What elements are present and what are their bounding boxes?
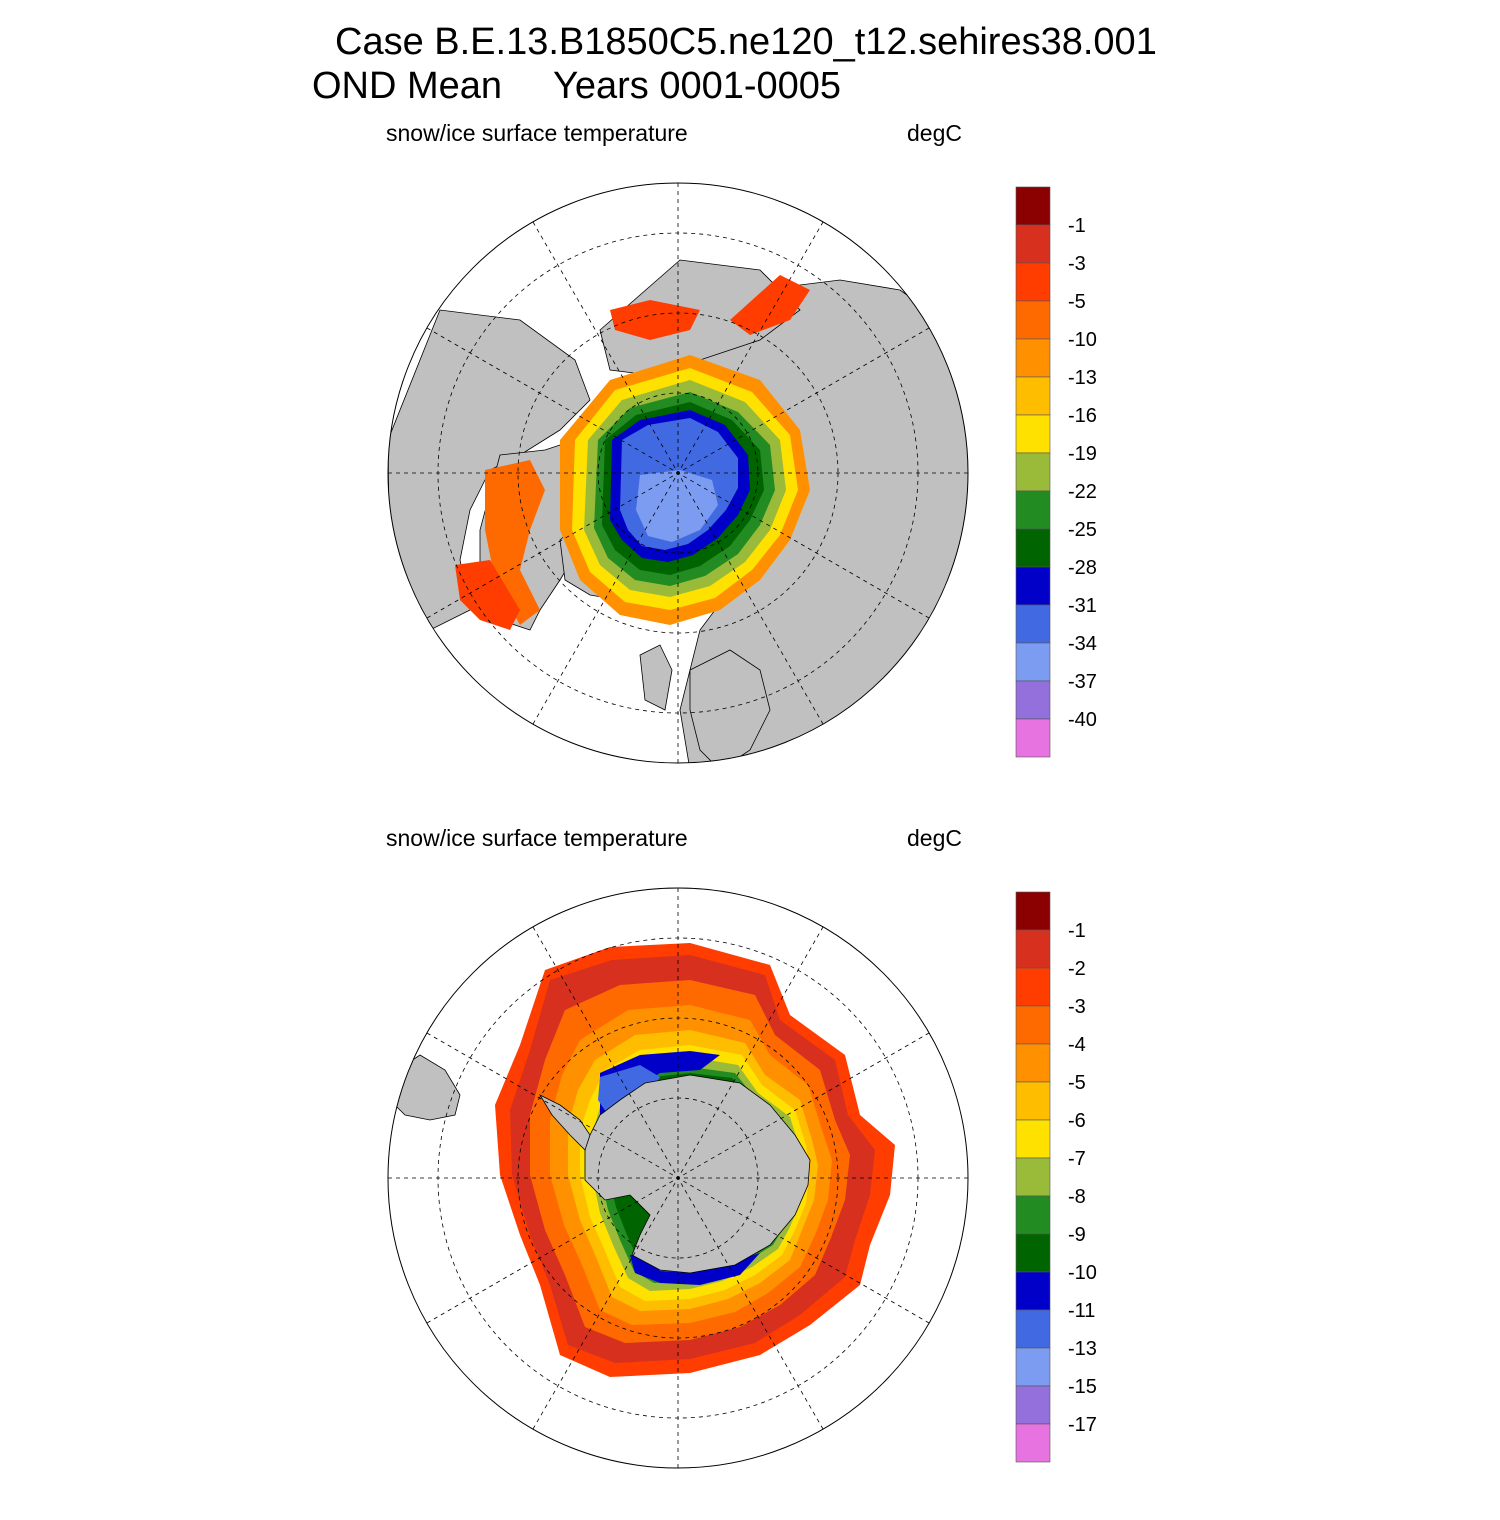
south-colorbar-box [1015,1157,1051,1197]
north-ice-core-lightblue [636,470,718,542]
north-colorbar-box [1015,414,1051,454]
south-colorbar-box [1015,1233,1051,1273]
north-colorbar-box [1015,338,1051,378]
north-colorbar-label: -28 [1068,557,1097,579]
north-units-label: degC [907,120,962,146]
south-colorbar-box [1015,1119,1051,1159]
south-colorbar-label: -11 [1068,1300,1095,1322]
antarctica-land [584,1074,811,1274]
south-map-panel: snow/ice surface temperature degC [0,815,1500,1520]
south-colorbar-box [1015,1385,1051,1425]
north-colorbar-label: -3 [1068,253,1086,275]
south-colorbar-label: -2 [1068,958,1086,980]
south-colorbar-label: -7 [1068,1148,1086,1170]
north-ice-okhotsk [610,300,700,340]
north-colorbar-label: -19 [1068,443,1097,465]
north-ice-baffin-red [455,560,520,630]
north-colorbar-boxes [1015,186,1051,758]
north-colorbar-label: -10 [1068,329,1097,351]
south-colorbar-label: -8 [1068,1186,1086,1208]
north-map-svg: -1 -3 -5 -10 -13 -16 -19 -22 -25 -28 -31 -34 -37 -40 [387,182,1097,764]
south-colorbar-box [1015,891,1051,931]
north-colorbar-box [1015,186,1051,226]
south-colorbar-boxes [1015,891,1051,1463]
north-colorbar-label: -22 [1068,481,1097,503]
main-title-years: Years 0001-0005 [553,65,842,107]
scandinavia-land [689,649,771,763]
south-colorbar-box [1015,1271,1051,1311]
north-colorbar-labels: -1 -3 -5 -10 -13 -16 -19 -22 -25 -28 -31 -34 -37 -40 [1068,215,1097,731]
north-colorbar-box [1015,490,1051,530]
north-colorbar-label: -25 [1068,519,1097,541]
south-units-label: degC [907,825,962,851]
north-colorbar-box [1015,300,1051,340]
north-colorbar-box [1015,224,1051,264]
south-colorbar-label: -13 [1068,1338,1097,1360]
siberia-land [599,259,801,376]
north-colorbar-box [1015,604,1051,644]
south-colorbar-label: -1 [1068,920,1086,942]
south-colorbar-box [1015,1005,1051,1045]
north-meridian-150 [532,221,824,725]
main-title-season: OND Mean [312,65,503,107]
north-colorbar-box [1015,452,1051,492]
north-colorbar-box [1015,566,1051,606]
north-colorbar-box [1015,642,1051,682]
north-colorbar-box [1015,376,1051,416]
south-colorbar-box [1015,1309,1051,1349]
south-colorbar-box [1015,1423,1051,1463]
south-colorbar-label: -4 [1068,1034,1086,1056]
north-colorbar-label: -1 [1068,215,1086,237]
south-graticule [388,888,968,1468]
north-ice-bering [730,275,810,335]
south-colorbar-box [1015,1195,1051,1235]
south-map-svg: -1 -2 -3 -4 -5 -6 -7 -8 -9 -10 -11 -13 -15 -17 [387,887,1097,1469]
north-field-label: snow/ice surface temperature [386,120,688,146]
antarctic-peninsula-land [538,1094,591,1151]
south-map-border [387,887,969,1469]
north-colorbar-label: -34 [1068,633,1097,655]
north-colorbar-label: -31 [1068,595,1097,617]
north-colorbar-label: -13 [1068,367,1097,389]
north-colorbar-label: -5 [1068,291,1086,313]
south-colorbar-box [1015,1043,1051,1083]
south-colorbar-labels: -1 -2 -3 -4 -5 -6 -7 -8 -9 -10 -11 -13 -15 -17 [1068,920,1097,1436]
south-colorbar-label: -5 [1068,1072,1086,1094]
north-colorbar-box [1015,528,1051,568]
uk-land [639,644,673,711]
south-colorbar: -1 -2 -3 -4 -5 -6 -7 -8 -9 -10 -11 -13 -15 -17 [1015,891,1097,1463]
south-colorbar-label: -3 [1068,996,1086,1018]
south-colorbar-box [1015,929,1051,969]
north-colorbar: -1 -3 -5 -10 -13 -16 -19 -22 -25 -28 -31 -34 -37 -40 [1015,186,1097,758]
south-colorbar-label: -10 [1068,1262,1097,1284]
south-colorbar-label: -6 [1068,1110,1086,1132]
south-colorbar-label: -17 [1068,1414,1097,1436]
north-colorbar-box [1015,262,1051,302]
north-ice-field [455,275,810,630]
south-colorbar-label: -9 [1068,1224,1086,1246]
south-field-label: snow/ice surface temperature [386,825,688,851]
south-colorbar-box [1015,967,1051,1007]
north-colorbar-box [1015,680,1051,720]
south-meridian-150 [532,926,824,1430]
north-colorbar-label: -40 [1068,709,1097,731]
north-map-border [387,182,969,764]
south-colorbar-label: -15 [1068,1376,1097,1398]
north-colorbar-label: -16 [1068,405,1097,427]
north-map-panel: snow/ice surface temperature degC [0,110,1500,815]
north-graticule [388,183,968,763]
south-colorbar-box [1015,1081,1051,1121]
north-colorbar-box [1015,718,1051,758]
main-title-line1: Case B.E.13.B1850C5.ne120_t12.sehires38.… [335,21,1157,63]
south-colorbar-box [1015,1347,1051,1387]
north-colorbar-label: -37 [1068,671,1097,693]
